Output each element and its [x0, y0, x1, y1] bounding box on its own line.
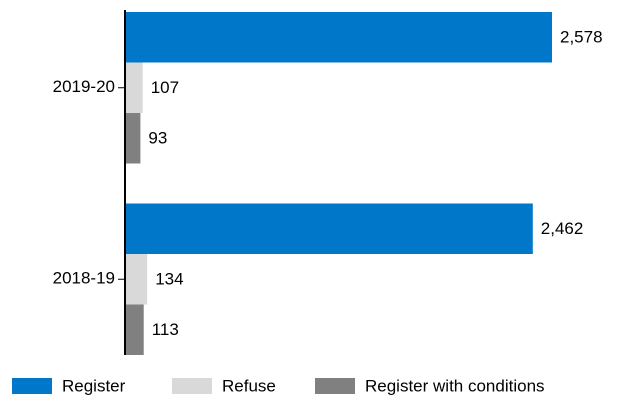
value-label: 107	[151, 78, 179, 97]
y-tick-label: 2019-20	[53, 77, 115, 96]
value-label: 2,578	[560, 28, 603, 47]
bar	[125, 304, 144, 355]
legend-swatch	[315, 378, 355, 394]
legend-label: Refuse	[222, 376, 276, 395]
legend-label: Register with conditions	[365, 376, 545, 395]
value-label: 113	[152, 320, 179, 339]
bar	[125, 12, 552, 63]
legend-swatch	[172, 378, 212, 394]
bar	[125, 254, 148, 305]
legend-swatch	[12, 378, 52, 394]
legend-label: Register	[62, 376, 126, 395]
bar	[125, 62, 143, 113]
value-label: 93	[148, 129, 167, 148]
bar	[125, 113, 141, 164]
value-label: 134	[155, 270, 183, 289]
value-label: 2,462	[541, 219, 584, 238]
bar	[125, 203, 533, 254]
y-tick-label: 2018-19	[53, 269, 115, 288]
